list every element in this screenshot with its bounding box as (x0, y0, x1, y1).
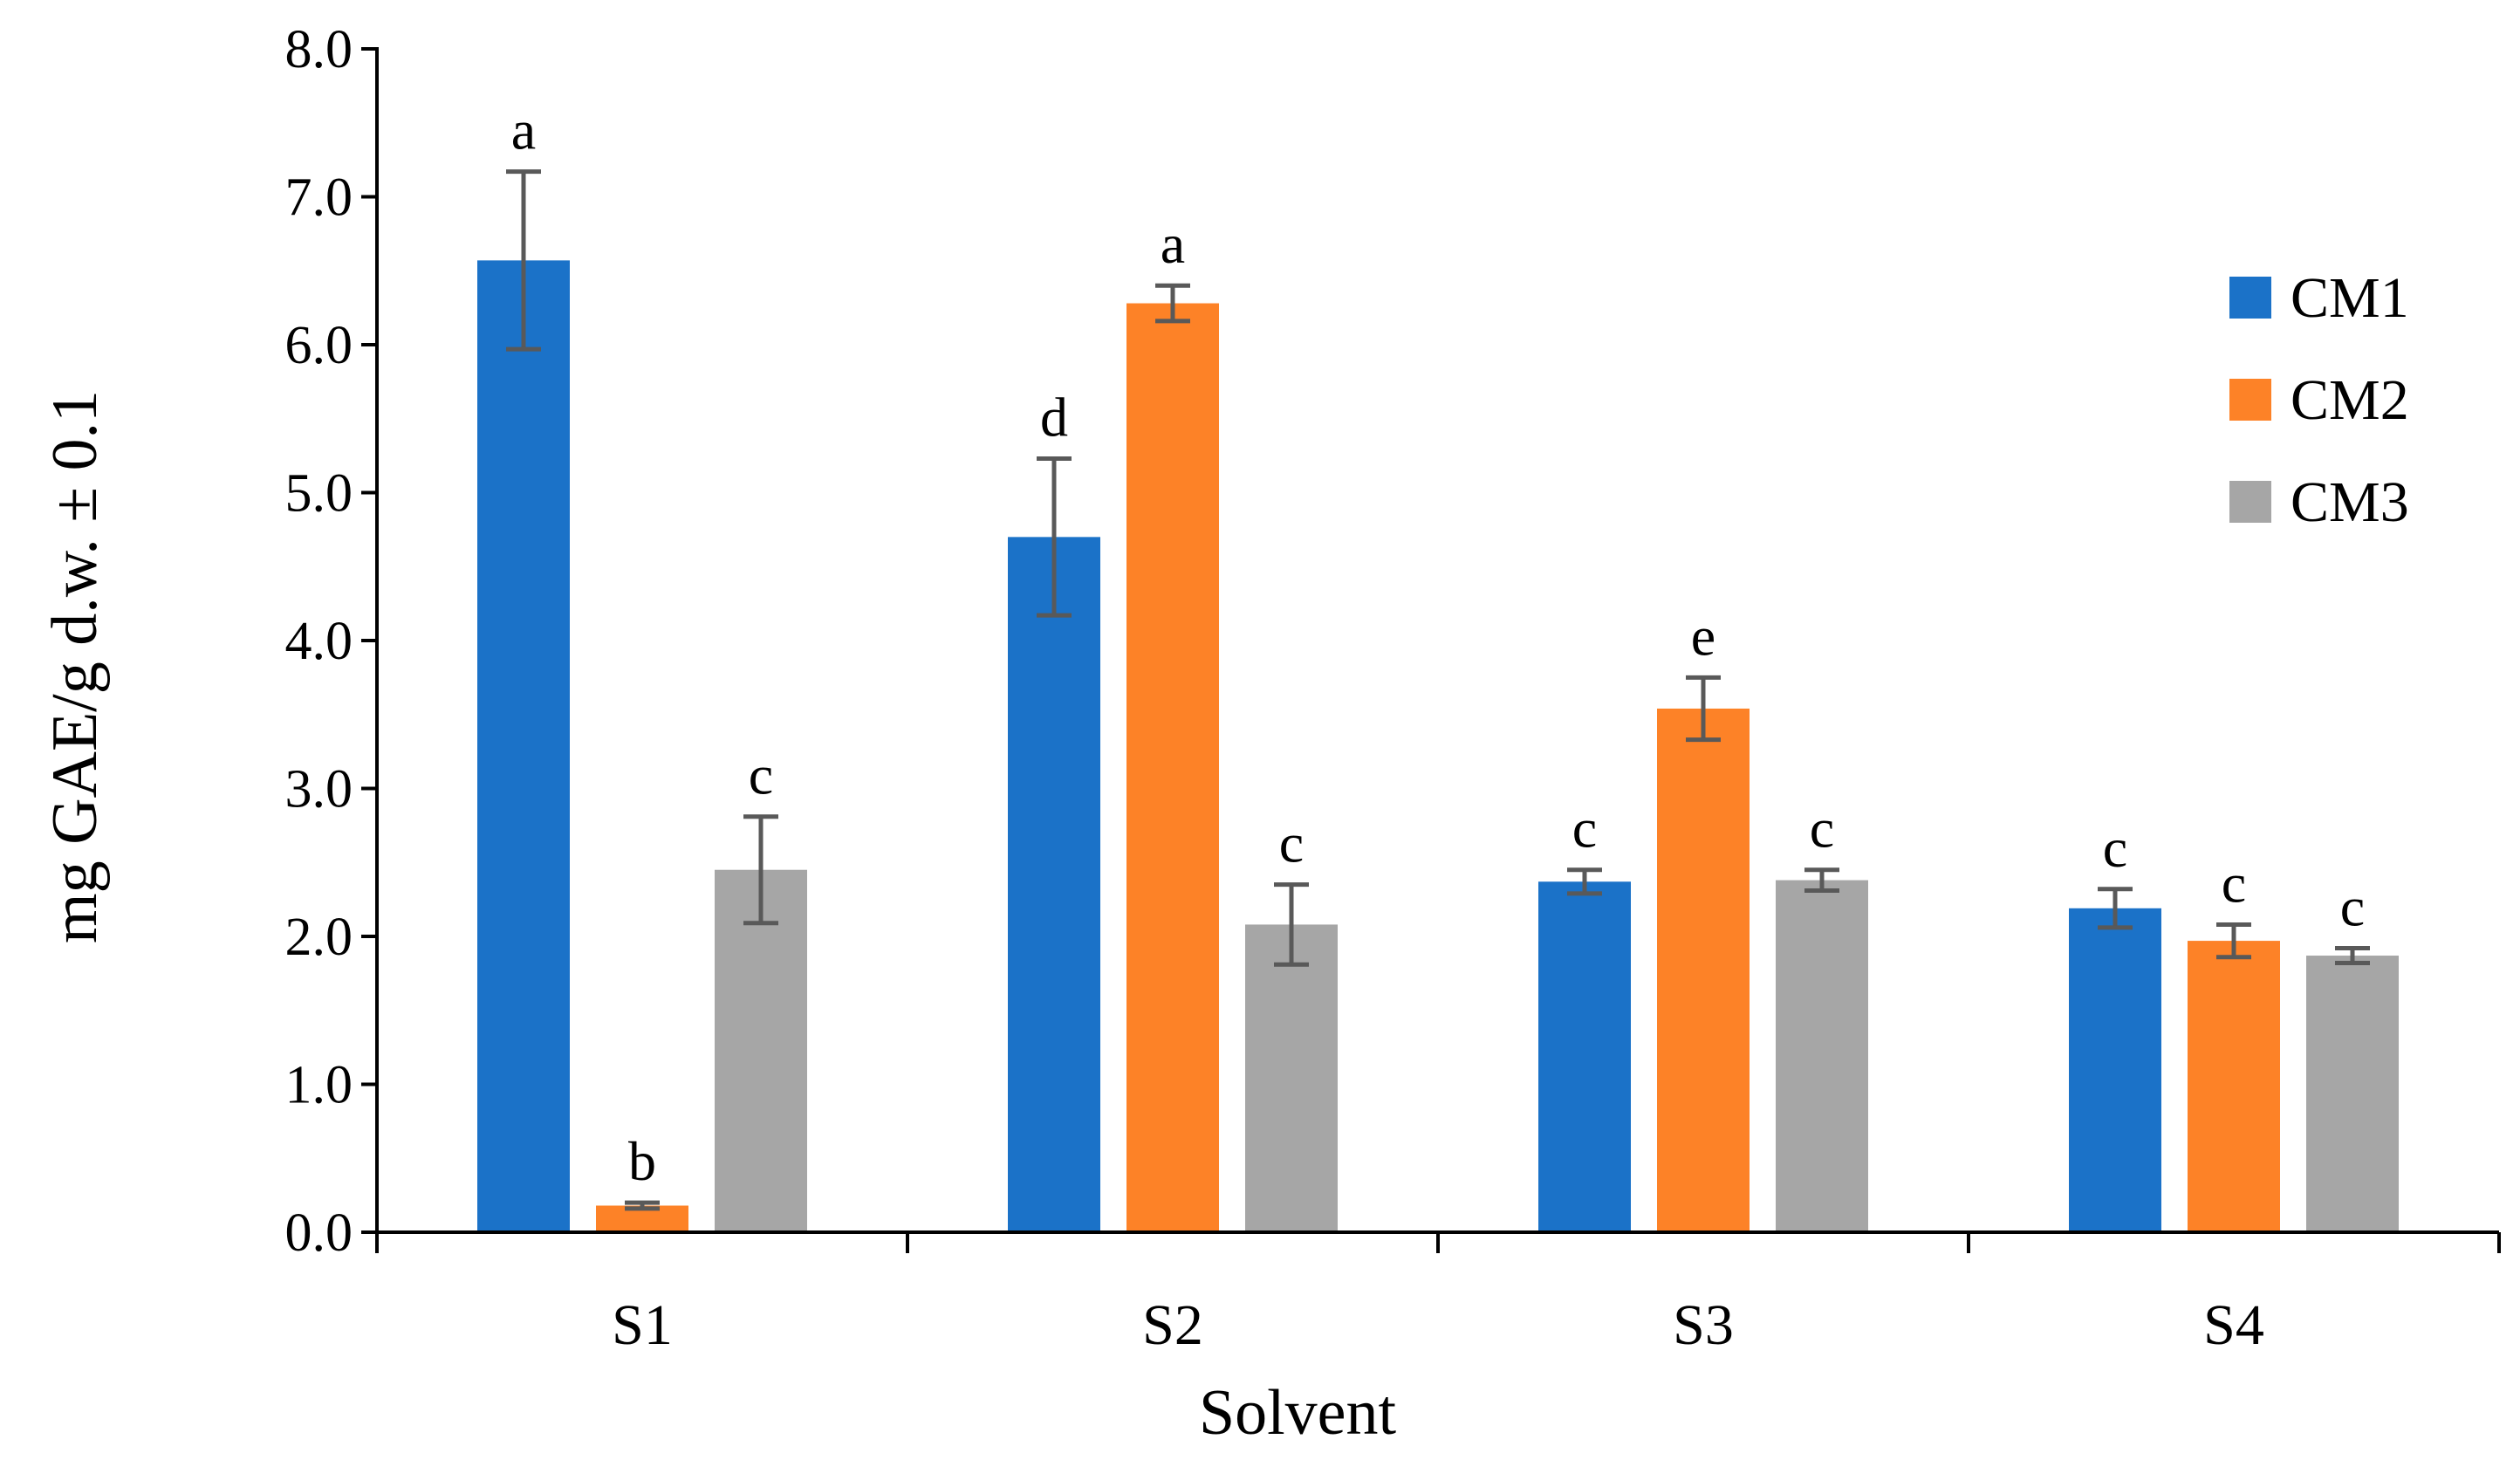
legend-swatch-cm2 (2229, 379, 2271, 421)
significance-letter: b (628, 1130, 656, 1192)
significance-letter: c (2222, 852, 2246, 914)
bar-cm3-s3 (1776, 880, 1868, 1232)
bar-cm2-s2 (1126, 303, 1219, 1232)
axes (375, 47, 2501, 1253)
bar-cm1-s4 (2069, 908, 2161, 1232)
x-tick-label-s2: S2 (1142, 1293, 1203, 1357)
significance-letter: c (2103, 817, 2127, 879)
x-tick-labels: S1 S2 S3 S4 (612, 1293, 2264, 1357)
bar-cm3-s4 (2306, 956, 2399, 1232)
significance-letters: a d c c b a e c c c c c (511, 99, 2365, 1192)
bar-cm1-s2 (1008, 537, 1100, 1232)
y-tick-label: 1.0 (285, 1056, 353, 1115)
y-tick-label: 8.0 (285, 20, 353, 79)
significance-letter: c (1279, 812, 1304, 874)
bar-cm2-s3 (1657, 708, 1750, 1232)
y-axis-ticks: 0.0 1.0 2.0 3.0 4.0 5.0 6.0 7.0 8.0 (285, 20, 377, 1263)
significance-letter: c (749, 744, 773, 806)
significance-letter: c (1572, 798, 1597, 860)
legend-label-cm3: CM3 (2291, 470, 2409, 534)
legend-swatch-cm3 (2229, 481, 2271, 523)
x-tick-label-s3: S3 (1673, 1293, 1734, 1357)
legend-label-cm2: CM2 (2291, 368, 2409, 432)
bars (477, 260, 2399, 1232)
legend: CM1 CM2 CM3 (2229, 266, 2409, 534)
bar-cm3-s1 (715, 869, 807, 1232)
y-tick-label: 2.0 (285, 908, 353, 967)
legend-swatch-cm1 (2229, 277, 2271, 319)
x-tick-label-s1: S1 (612, 1293, 673, 1357)
legend-label-cm1: CM1 (2291, 266, 2409, 330)
bar-cm1-s1 (477, 260, 570, 1232)
y-tick-label: 3.0 (285, 760, 353, 819)
bar-cm1-s3 (1538, 881, 1631, 1232)
y-tick-label: 4.0 (285, 612, 353, 671)
significance-letter: d (1040, 387, 1068, 449)
y-tick-label: 0.0 (285, 1203, 353, 1263)
bar-cm3-s2 (1245, 924, 1338, 1232)
y-tick-label: 5.0 (285, 464, 353, 524)
significance-letter: c (2340, 876, 2365, 938)
y-tick-label: 6.0 (285, 316, 353, 375)
y-tick-label: 7.0 (285, 168, 353, 228)
significance-letter: c (1810, 798, 1834, 860)
significance-letter: a (1161, 213, 1185, 275)
significance-letter: e (1691, 605, 1715, 667)
x-tick-label-s4: S4 (2203, 1293, 2264, 1357)
y-axis-title: mg GAE/g d.w. ± 0.1 (39, 390, 111, 943)
x-axis-title: Solvent (1199, 1377, 1397, 1449)
error-bars (506, 169, 2370, 1211)
bar-cm2-s4 (2188, 941, 2280, 1232)
significance-letter: a (511, 99, 536, 161)
